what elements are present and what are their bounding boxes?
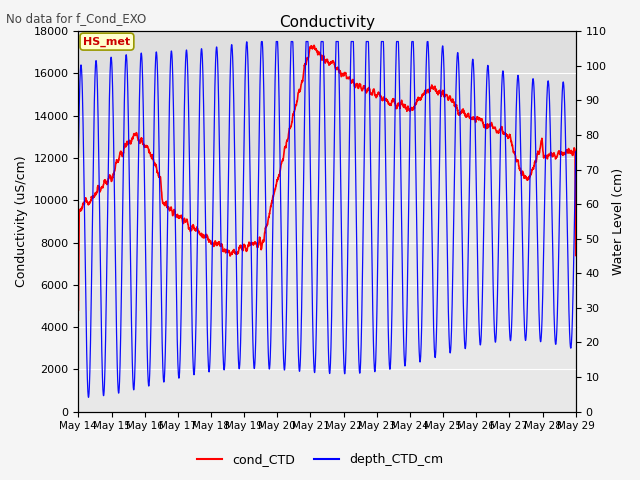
Title: Conductivity: Conductivity [279, 15, 375, 30]
Y-axis label: Water Level (cm): Water Level (cm) [612, 168, 625, 275]
Text: HS_met: HS_met [83, 36, 131, 47]
Text: No data for f_Cond_EXO: No data for f_Cond_EXO [6, 12, 147, 25]
Y-axis label: Conductivity (uS/cm): Conductivity (uS/cm) [15, 156, 28, 287]
Legend: cond_CTD, depth_CTD_cm: cond_CTD, depth_CTD_cm [192, 448, 448, 471]
Bar [79, 31, 576, 158]
